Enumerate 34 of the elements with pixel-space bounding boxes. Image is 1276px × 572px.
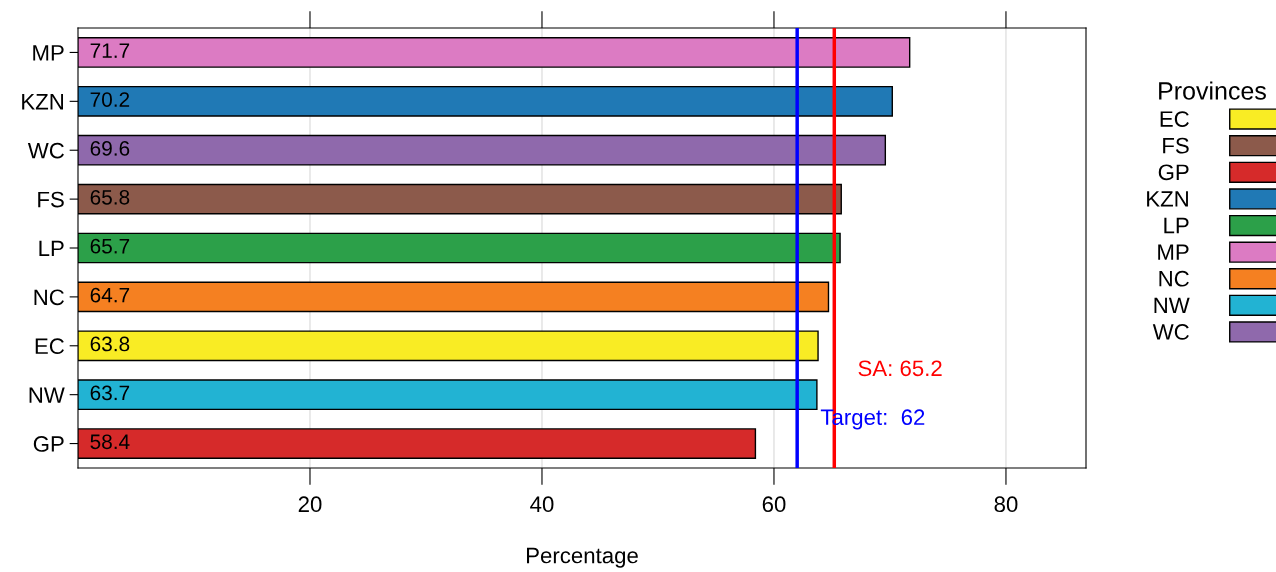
legend-label: WC xyxy=(1152,324,1189,340)
legend-label: GP xyxy=(1158,164,1189,181)
legend-label: NC xyxy=(1159,270,1189,287)
data-label: 58.4 xyxy=(90,434,130,450)
y-tick-label: MP xyxy=(33,45,64,61)
y-tick-label: NW xyxy=(29,387,65,403)
data-label: 71.7 xyxy=(90,43,130,58)
data-label: 65.8 xyxy=(90,189,130,205)
legend-label: KZN xyxy=(1147,191,1188,207)
legend-label: MP xyxy=(1158,244,1189,260)
legend-label: FS xyxy=(1163,137,1189,154)
data-label: 70.2 xyxy=(90,92,130,107)
y-tick-label: NC xyxy=(34,289,64,306)
y-tick-label: GP xyxy=(33,436,64,452)
y-tick-label: FS xyxy=(38,191,64,208)
data-label: 63.7 xyxy=(90,385,130,401)
y-tick-label: EC xyxy=(35,338,64,355)
data-label: 63.8 xyxy=(90,336,130,352)
x-tick-label: 80 xyxy=(994,496,1018,513)
data-label: 65.7 xyxy=(90,238,130,254)
data-label: 64.7 xyxy=(90,287,130,303)
legend-label: EC xyxy=(1160,111,1189,127)
data-label: 69.6 xyxy=(90,141,130,156)
x-tick-label: 20 xyxy=(298,496,322,513)
y-tick-label: WC xyxy=(27,142,64,159)
legend-label: NW xyxy=(1154,297,1190,313)
x-tick-label: 40 xyxy=(530,496,554,513)
y-tick-label: LP xyxy=(39,240,64,257)
y-tick-label: KZN xyxy=(22,94,63,110)
x-axis-title: Percentage xyxy=(527,547,638,568)
ref-line-label: SA: 65.2 xyxy=(858,360,942,377)
x-tick-label: 60 xyxy=(762,496,786,513)
legend-label: LP xyxy=(1164,217,1189,234)
legend-title: Provinces xyxy=(1159,81,1266,100)
